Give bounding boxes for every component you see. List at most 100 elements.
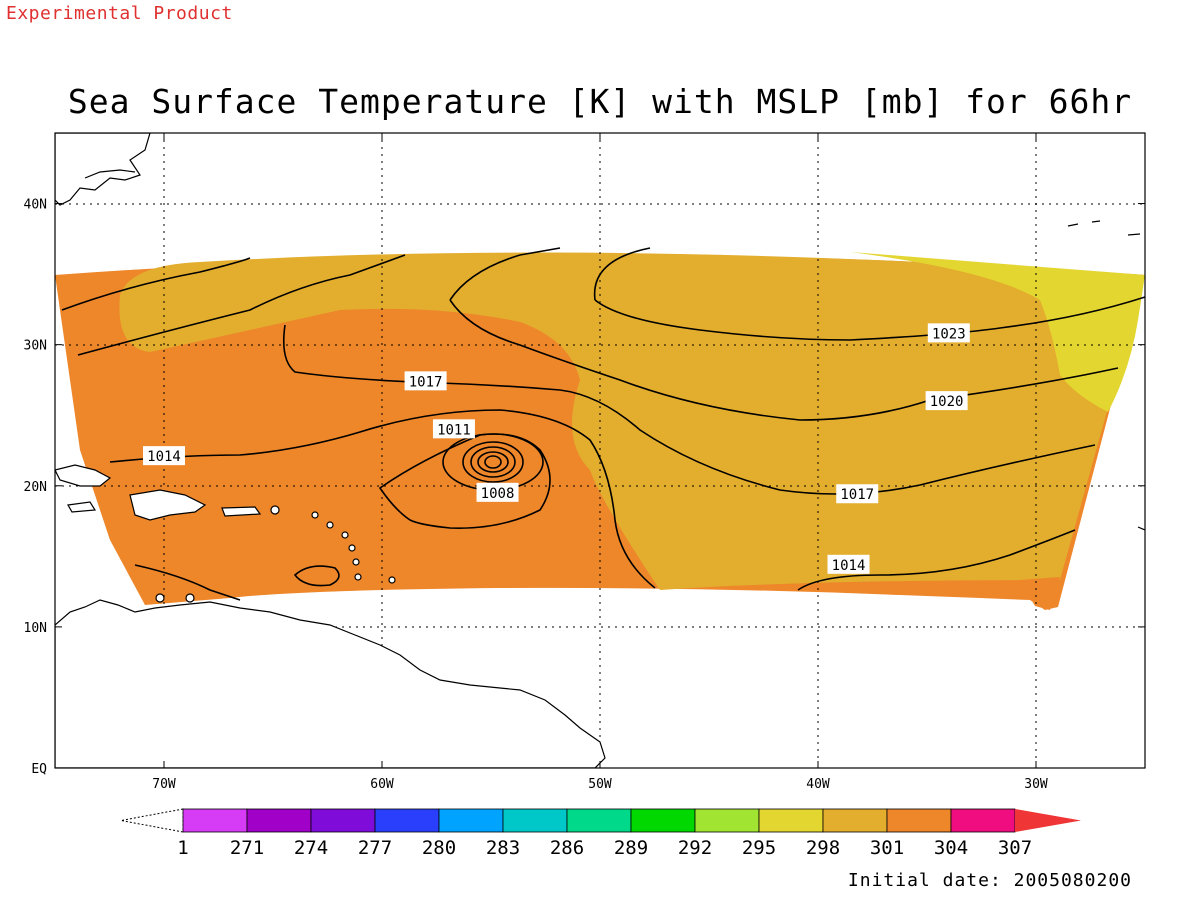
lat-tick-label: 20N	[24, 480, 47, 495]
contour-label: 1017	[836, 484, 879, 504]
colorbar-swatch	[950, 808, 1016, 833]
isobar-1014-south	[134, 564, 241, 601]
colorbar-label: 304	[934, 837, 968, 859]
contour-label-bg	[836, 484, 879, 504]
isobar-1020-north	[449, 254, 521, 301]
cape-verde	[1137, 526, 1145, 531]
contour-label: 1020	[925, 391, 968, 411]
contour-label-text: 1023	[932, 326, 966, 342]
contour-label-text: 1017	[409, 374, 443, 390]
island-j	[185, 593, 195, 603]
lon-tick-label: 30W	[1024, 777, 1048, 792]
lat-tick-label: 30N	[24, 339, 47, 354]
contour-labels: 1023 1020 1017 1017 1014 1014 1011 1008	[143, 323, 970, 574]
lon-tick-label: 70W	[152, 777, 176, 792]
contour-label-bg	[925, 391, 968, 411]
colorbar-label: 280	[422, 837, 456, 859]
contour-label-text: 1020	[930, 394, 964, 410]
initial-date: Initial date: 2005080200	[847, 870, 1132, 891]
colorbar-label: 274	[294, 837, 328, 859]
contour-label: 1008	[476, 482, 519, 502]
lon-tick-label: 40W	[806, 777, 830, 792]
colorbar-label: 289	[614, 837, 648, 859]
colorbar-swatch	[694, 808, 760, 833]
contour-label-bg	[476, 482, 519, 502]
contour-label-text: 1011	[437, 422, 471, 438]
puerto-rico	[221, 506, 262, 517]
colorbar-label: 301	[870, 837, 904, 859]
lon-tick-label: 50W	[588, 777, 612, 792]
coastlines	[55, 133, 1145, 768]
cuba	[55, 464, 112, 487]
isobar-1014-east	[797, 529, 1076, 591]
isobar-1017	[77, 254, 1096, 495]
colorbar-label: 1	[177, 837, 188, 859]
sst-field	[55, 252, 1145, 610]
contour-label-text: 1017	[840, 487, 874, 503]
contour-label-text: 1008	[481, 486, 515, 502]
isobar-1020-east	[449, 299, 1119, 421]
colorbar-underflow-arrow	[120, 808, 184, 833]
isobar-1002	[470, 446, 516, 478]
north-america-coast	[55, 133, 151, 206]
hispaniola	[129, 489, 207, 521]
sst-band-307	[1020, 577, 1060, 610]
lat-tick-label: 40N	[24, 198, 47, 213]
isobar-1005	[462, 441, 524, 483]
colorbar-label: 271	[230, 837, 264, 859]
colorbar-swatch	[310, 808, 376, 833]
isobar-1023	[593, 247, 1145, 341]
contour-label: 1014	[143, 446, 185, 466]
contour-label: 1023	[927, 323, 970, 343]
contour-label: 1011	[432, 419, 475, 439]
colorbar-label: 277	[358, 837, 392, 859]
colorbar-swatch	[566, 808, 632, 833]
island-h	[388, 576, 396, 584]
contour-label: 1017	[404, 371, 447, 391]
colorbar-label: 295	[742, 837, 776, 859]
island-b	[311, 511, 319, 519]
contour-label-bg	[404, 371, 447, 391]
colorbar-swatch	[502, 808, 568, 833]
chart-title: Sea Surface Temperature [K] with MSLP [m…	[67, 82, 1133, 121]
axis-ticks: 70W 60W 50W 40W 30W 40N 30N 20N 10N EQ	[24, 133, 1145, 792]
island-a	[270, 505, 280, 515]
colorbar-label: 307	[998, 837, 1032, 859]
colorbar-swatch	[246, 808, 312, 833]
contour-label-bg	[927, 323, 970, 343]
colorbar-swatch	[374, 808, 440, 833]
island-f	[352, 558, 360, 566]
colorbar-label: 283	[486, 837, 520, 859]
isobar-1014	[109, 409, 656, 589]
isobar-small-loop	[293, 565, 340, 587]
island-d	[341, 531, 349, 539]
island-g	[354, 573, 362, 581]
sst-band-301	[119, 252, 1145, 590]
colorbar-swatch	[630, 808, 696, 833]
lat-tick-label: EQ	[31, 762, 47, 777]
contour-label-text: 1014	[147, 449, 181, 465]
contour-label-bg	[827, 554, 870, 574]
colorbar-label: 292	[678, 837, 712, 859]
mslp-contours	[61, 247, 1145, 601]
contour-label-bg	[143, 446, 185, 466]
isobar-996	[484, 455, 502, 469]
azores	[1067, 220, 1141, 236]
lon-tick-label: 60W	[370, 777, 394, 792]
graticule	[55, 133, 1145, 768]
colorbar-swatch	[182, 808, 248, 833]
isobar-1020	[61, 247, 561, 311]
south-america-coast	[55, 599, 606, 768]
colorbar-swatch	[886, 808, 952, 833]
colorbar: 1 271 274 277 280 283 286 289 292 295 298 301 304 307	[120, 808, 1081, 859]
contour-label: 1014	[827, 554, 870, 574]
colorbar-swatch	[758, 808, 824, 833]
island-i	[155, 593, 165, 603]
isobar-999	[477, 451, 509, 473]
maritime-coast	[84, 169, 136, 179]
colorbar-swatch	[438, 808, 504, 833]
contour-label-bg	[432, 419, 475, 439]
contour-label-text: 1014	[832, 558, 866, 574]
island-c	[326, 521, 334, 529]
